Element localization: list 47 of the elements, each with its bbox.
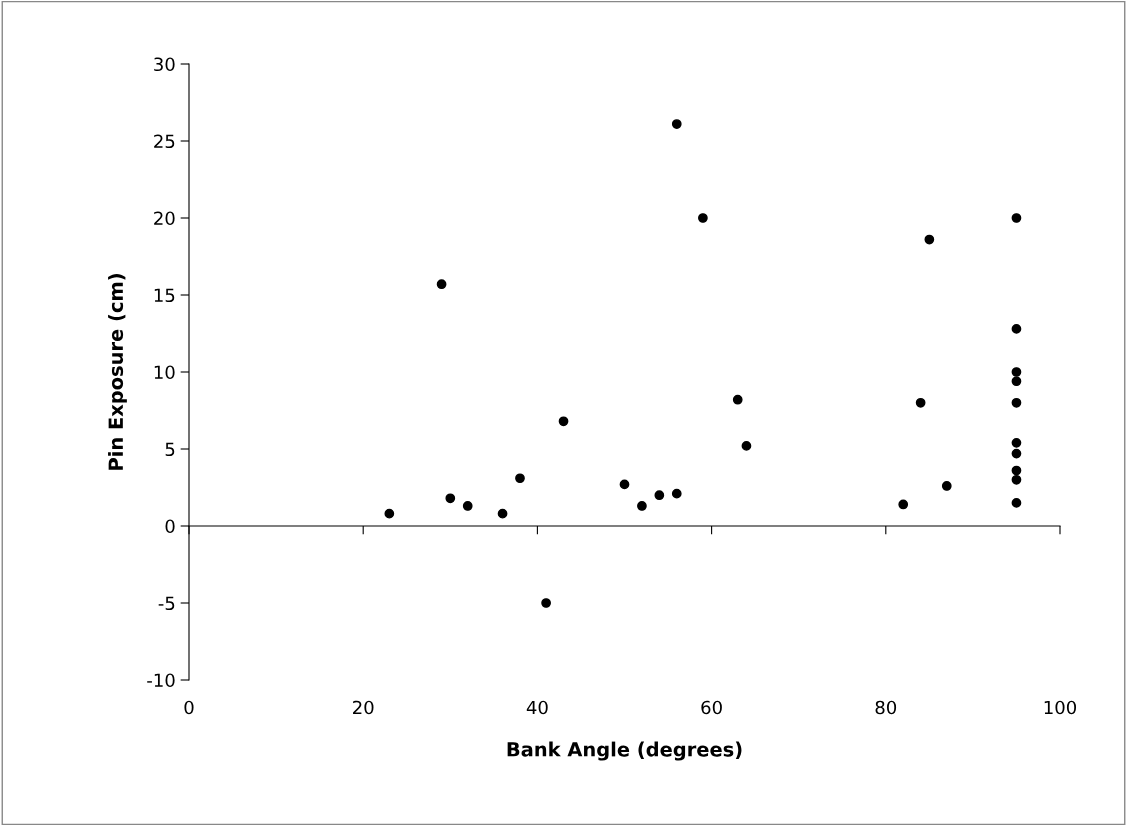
point bbox=[515, 473, 525, 484]
point bbox=[1011, 448, 1022, 459]
x-tick-label: 80 bbox=[875, 700, 897, 715]
x-tick-label: 60 bbox=[701, 700, 722, 715]
x-tick-label: 40 bbox=[526, 700, 548, 715]
point bbox=[654, 490, 665, 501]
point bbox=[915, 397, 926, 408]
point bbox=[732, 394, 743, 405]
point bbox=[1011, 367, 1022, 377]
y-tick-label: 15 bbox=[154, 288, 175, 303]
y-axis-title: Pin Exposure (cm) bbox=[108, 274, 127, 470]
y-tick-label: 10 bbox=[154, 365, 175, 380]
point bbox=[1011, 376, 1022, 387]
y-tick-label: 25 bbox=[154, 134, 175, 149]
point bbox=[1011, 498, 1022, 508]
point bbox=[698, 213, 708, 223]
y-tick-label: 30 bbox=[154, 57, 175, 72]
point bbox=[436, 279, 447, 290]
point bbox=[898, 499, 909, 510]
x-axis-title: Bank Angle (degrees) bbox=[507, 741, 742, 761]
x-tick-label: 20 bbox=[353, 700, 374, 715]
point bbox=[558, 416, 569, 427]
y-tick-label: 0 bbox=[165, 519, 175, 534]
point bbox=[384, 508, 395, 519]
point bbox=[1011, 213, 1022, 223]
point bbox=[671, 119, 682, 129]
point bbox=[497, 508, 508, 519]
y-tick-label: -5 bbox=[158, 596, 175, 611]
point bbox=[1011, 465, 1022, 476]
point bbox=[462, 501, 473, 511]
point bbox=[941, 481, 952, 491]
x-tick-label: 100 bbox=[1044, 700, 1077, 715]
point bbox=[671, 488, 682, 499]
point bbox=[1011, 397, 1022, 408]
point bbox=[637, 501, 647, 511]
point bbox=[541, 598, 551, 608]
point bbox=[924, 234, 935, 245]
point bbox=[1011, 474, 1022, 485]
point bbox=[619, 479, 630, 490]
point bbox=[1011, 324, 1022, 334]
y-tick-label: 20 bbox=[154, 211, 175, 226]
y-tick-label: 5 bbox=[165, 442, 175, 457]
x-tick-label: 0 bbox=[184, 700, 194, 715]
y-tick-label: -10 bbox=[147, 673, 175, 688]
point bbox=[1011, 437, 1022, 448]
point bbox=[445, 493, 456, 504]
point bbox=[741, 441, 752, 451]
